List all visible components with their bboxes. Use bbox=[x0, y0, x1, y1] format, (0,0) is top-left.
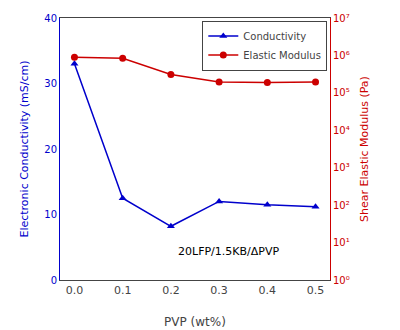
svg-text:0.4: 0.4 bbox=[259, 284, 277, 297]
svg-text:30: 30 bbox=[44, 78, 57, 89]
svg-text:0.0: 0.0 bbox=[66, 284, 84, 297]
svg-text:10⁴: 10⁴ bbox=[333, 125, 350, 136]
svg-text:10: 10 bbox=[44, 209, 57, 220]
svg-text:10⁷: 10⁷ bbox=[333, 13, 350, 24]
svg-text:10⁵: 10⁵ bbox=[333, 87, 350, 98]
svg-text:0: 0 bbox=[51, 275, 57, 286]
svg-text:20: 20 bbox=[44, 144, 57, 155]
svg-text:10³: 10³ bbox=[333, 162, 350, 173]
svg-text:0.2: 0.2 bbox=[162, 284, 180, 297]
svg-text:0.5: 0.5 bbox=[307, 284, 325, 297]
svg-text:10⁶: 10⁶ bbox=[333, 50, 350, 61]
svg-text:10¹: 10¹ bbox=[333, 237, 350, 248]
svg-text:PVP (wt%): PVP (wt%) bbox=[164, 315, 226, 329]
svg-text:Electronic Conductivity (mS/cm: Electronic Conductivity (mS/cm) bbox=[18, 60, 31, 237]
svg-text:20LFP/1.5KB/ΔPVP: 20LFP/1.5KB/ΔPVP bbox=[178, 245, 279, 258]
svg-text:10²: 10² bbox=[333, 200, 350, 211]
svg-text:Conductivity: Conductivity bbox=[243, 31, 306, 42]
svg-text:0.3: 0.3 bbox=[210, 284, 228, 297]
svg-text:40: 40 bbox=[44, 13, 57, 24]
svg-text:Shear Elastic Modulus (Pa): Shear Elastic Modulus (Pa) bbox=[358, 76, 371, 222]
svg-text:Elastic Modulus: Elastic Modulus bbox=[243, 50, 321, 61]
svg-text:10⁰: 10⁰ bbox=[333, 275, 350, 286]
svg-text:0.1: 0.1 bbox=[114, 284, 131, 297]
